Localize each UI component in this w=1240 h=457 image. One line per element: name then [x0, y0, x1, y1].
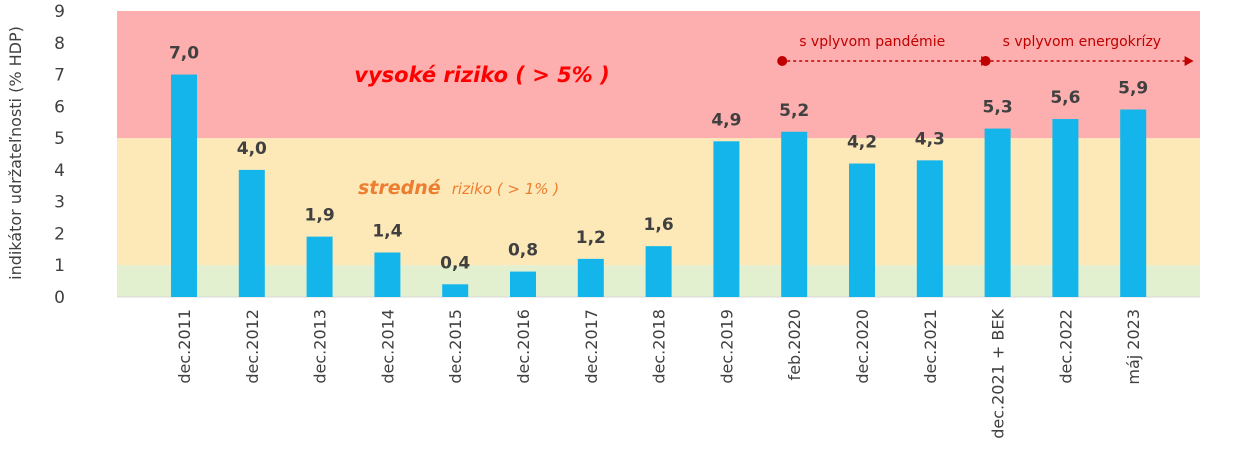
category-label: dec.2013 [311, 309, 330, 384]
annotation-start-dot [980, 56, 991, 66]
value-label: 4,2 [847, 133, 877, 153]
bar [577, 258, 604, 297]
risk-zone-2 [117, 11, 1200, 139]
category-label: feb.2020 [785, 309, 804, 380]
y-tick-label: 8 [54, 34, 65, 54]
y-tick-label: 3 [54, 193, 65, 213]
annotation-text: s vplyvom energokrízy [1003, 34, 1161, 50]
y-tick-label: 9 [54, 2, 65, 22]
category-label: dec.2018 [650, 309, 669, 384]
category-label: dec.2016 [514, 309, 533, 384]
category-labels: dec.2011 dec.2012 dec.2013 dec.2014 dec.2015… [175, 309, 1143, 439]
value-label: 1,9 [305, 206, 335, 226]
value-label: 4,0 [237, 139, 267, 159]
value-label: 7,0 [169, 44, 199, 64]
value-label: 1,2 [576, 228, 606, 248]
category-label: máj 2023 [1124, 309, 1143, 385]
bar [645, 246, 672, 297]
value-label: 5,9 [1118, 79, 1148, 99]
category-label: dec.2021 + BEK [989, 309, 1008, 439]
category-label: dec.2015 [446, 309, 465, 384]
annotation-start-dot [777, 56, 788, 66]
bar [1120, 109, 1147, 297]
category-label: dec.2022 [1056, 309, 1075, 384]
bar [713, 141, 740, 297]
y-axis-ticks: 0 1 2 3 4 5 6 7 8 9 [54, 2, 65, 308]
category-label: dec.2014 [378, 309, 397, 384]
y-axis-label: indikátor udržateľnosti (% HDP) [6, 26, 25, 280]
y-tick-label: 0 [54, 288, 65, 308]
category-label: dec.2021 [921, 309, 940, 384]
value-label: 1,4 [372, 222, 402, 242]
y-tick-label: 1 [54, 256, 65, 276]
bar [916, 160, 943, 297]
category-label: dec.2012 [243, 309, 262, 384]
risk-zone-1 [117, 138, 1200, 266]
value-label: 4,3 [915, 129, 945, 149]
bar [1052, 119, 1079, 298]
high-risk-label: vysoké riziko ( > 5% ) [354, 63, 609, 87]
bar [442, 284, 469, 297]
value-label: 1,6 [644, 215, 674, 235]
annotation-arrowhead [1184, 56, 1194, 66]
bar [781, 131, 808, 297]
bar [306, 236, 333, 297]
bar [849, 163, 875, 297]
category-label: dec.2019 [717, 309, 736, 384]
value-label: 5,3 [983, 98, 1013, 118]
risk-zones [117, 11, 1200, 297]
y-tick-label: 5 [54, 129, 65, 149]
medium-risk-label: stredné riziko ( > 1% ) [358, 177, 559, 199]
y-tick-label: 7 [54, 66, 65, 86]
annotation-text: s vplyvom pandémie [799, 34, 945, 50]
bar [238, 169, 265, 297]
annotations: s vplyvom pandémie s vplyvom energokrízy [777, 34, 1194, 66]
value-labels: 7,0 4,0 1,9 1,4 0,4 0,8 1,2 1,6 4,9 5,2 4,2 4,3 5,3 5… [169, 44, 1148, 274]
bar [510, 271, 536, 297]
bar [171, 74, 197, 297]
category-label: dec.2020 [853, 309, 872, 384]
bar [984, 128, 1011, 297]
medium-risk-label-main: stredné [358, 177, 441, 199]
y-tick-label: 2 [54, 224, 65, 244]
value-label: 0,4 [440, 253, 470, 273]
category-label: dec.2011 [175, 309, 194, 384]
y-tick-label: 4 [54, 161, 65, 181]
medium-risk-label-rest: riziko ( > 1% ) [452, 180, 559, 198]
bar [374, 252, 401, 297]
bar-series [171, 74, 1147, 298]
value-label: 5,2 [779, 101, 809, 121]
y-tick-label: 6 [54, 97, 65, 117]
category-label: dec.2017 [582, 309, 601, 384]
value-label: 4,9 [711, 110, 741, 130]
value-label: 0,8 [508, 241, 538, 261]
value-label: 5,6 [1050, 88, 1080, 108]
